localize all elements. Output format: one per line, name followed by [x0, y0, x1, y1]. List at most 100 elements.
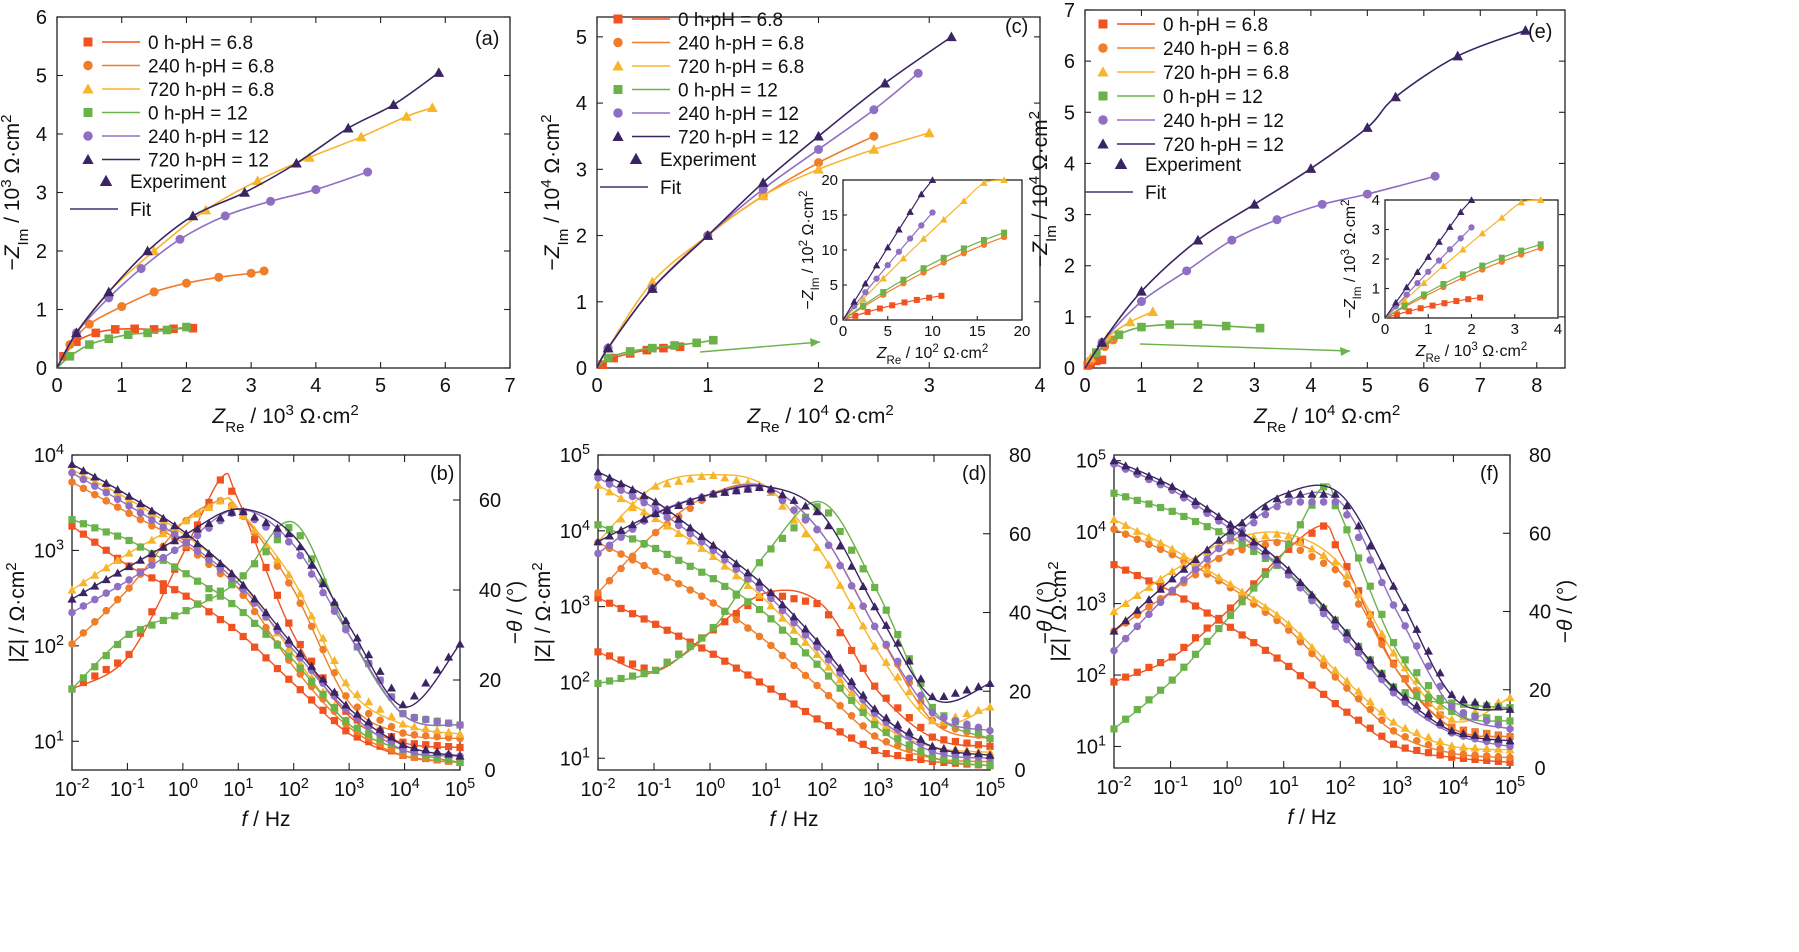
phase-point: [409, 722, 419, 731]
impedance-point: [79, 520, 88, 528]
phase-point: [329, 655, 339, 665]
nyquist-panel-e: 0 1 2 3 4 5 6 7 8 0 1 2 3 4 5 6 7 ZRe / 104 Ω·cm2 −ZIm / …: [1026, 0, 1566, 436]
legend-label: 0 h-pH = 6.8: [1163, 15, 1268, 36]
impedance-point: [1413, 737, 1421, 745]
phase-point: [1284, 498, 1293, 506]
data-point: [1091, 348, 1101, 357]
phase-point: [605, 677, 614, 685]
impedance-point: [102, 497, 111, 505]
impedance-point: [881, 713, 891, 722]
x-tick-label: 102: [1325, 774, 1355, 799]
impedance-point: [766, 587, 776, 597]
phase-point: [375, 666, 385, 675]
phase-point: [375, 704, 385, 713]
impedance-point: [593, 480, 603, 489]
impedance-point: [708, 540, 718, 549]
phase-point: [1482, 717, 1491, 725]
impedance-point: [1308, 649, 1316, 658]
phase-point: [1413, 642, 1421, 650]
phase-point: [1168, 676, 1176, 684]
phase-point: [1215, 554, 1223, 563]
phase-point: [1331, 498, 1340, 506]
inset-data-point: [906, 208, 914, 215]
phase-point: [228, 581, 236, 589]
phase-point: [628, 520, 638, 529]
phase-point: [353, 643, 362, 651]
legend-marker: [83, 108, 93, 117]
phase-point: [790, 524, 798, 532]
impedance-point: [777, 613, 787, 622]
inset-data-point: [1420, 279, 1428, 286]
data-point: [1272, 215, 1282, 225]
phase-point: [766, 484, 776, 493]
phase-point: [812, 507, 822, 516]
impedance-point: [398, 740, 408, 749]
phase-point: [433, 717, 441, 726]
impedance-point: [1378, 716, 1386, 724]
impedance-point: [1389, 727, 1398, 735]
legend-marker: [613, 85, 623, 94]
phase-point: [754, 482, 764, 492]
phase-point: [594, 549, 602, 558]
impedance-point: [136, 509, 145, 517]
impedance-point: [698, 644, 706, 652]
impedance-point: [1377, 707, 1387, 716]
impedance-point: [1307, 642, 1317, 651]
impedance-point: [296, 686, 304, 694]
y-tick-label: 6: [36, 7, 47, 29]
data-point: [1390, 91, 1401, 102]
impedance-point: [1110, 561, 1118, 569]
impedance-point: [675, 632, 683, 640]
phase-point: [102, 652, 110, 660]
y-tick-label: 104: [560, 518, 590, 543]
phase-point: [399, 729, 407, 737]
impedance-point: [1436, 751, 1444, 759]
inset-data-point: [1479, 262, 1486, 269]
impedance-point: [697, 543, 707, 552]
phase-point: [871, 682, 879, 690]
phase-point: [835, 580, 845, 589]
impedance-point: [652, 620, 660, 628]
phase-point: [68, 608, 76, 617]
phase-point: [285, 579, 293, 587]
phase-point: [1389, 660, 1398, 669]
impedance-point: [1331, 622, 1340, 631]
impedance-point: [170, 530, 179, 539]
impedance-point: [732, 615, 741, 624]
impedance-point: [113, 503, 122, 511]
phase-point: [824, 560, 834, 569]
phase-point: [1132, 590, 1142, 599]
inset-y-tick-label: 15: [821, 207, 838, 224]
phase-point: [148, 561, 156, 569]
legend-marker: [83, 131, 93, 141]
inset-data-point: [861, 279, 870, 287]
impedance-point: [605, 525, 614, 534]
impedance-point: [894, 735, 902, 743]
impedance-point: [261, 608, 271, 617]
phase-point: [813, 599, 821, 608]
impedance-point: [640, 615, 648, 623]
inset-data-point: [1435, 238, 1443, 245]
impedance-point: [744, 598, 752, 606]
y-tick-label: 3: [576, 159, 587, 181]
phase-point: [147, 549, 157, 558]
phase-point: [455, 729, 465, 738]
impedance-point: [1191, 602, 1200, 610]
phase-point: [285, 538, 293, 546]
phase-point: [1401, 656, 1409, 664]
y2-tick-label: 0: [1534, 758, 1545, 780]
panel-label: (e): [1528, 21, 1552, 43]
x-axis-title: ZRe / 103 Ω·cm2: [208, 402, 359, 436]
phase-point: [125, 650, 133, 659]
phase-point: [1308, 529, 1316, 537]
legend-fit-label: Fit: [660, 178, 682, 199]
phase-point: [124, 548, 134, 557]
y-tick-label: 6: [1064, 51, 1075, 73]
phase-point: [951, 717, 960, 725]
impedance-point: [640, 561, 648, 570]
impedance-point: [1458, 728, 1468, 738]
inset-x-tick-label: 1: [1424, 321, 1432, 338]
impedance-point: [1144, 471, 1154, 480]
x-tick-label: 2: [1192, 375, 1203, 397]
impedance-point: [1424, 694, 1433, 702]
